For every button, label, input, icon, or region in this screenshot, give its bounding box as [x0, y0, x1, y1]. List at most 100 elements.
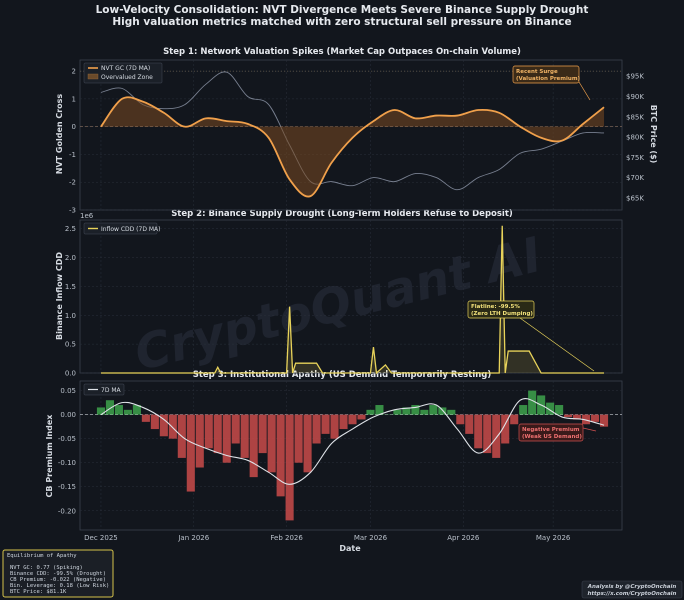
panel1-ylabel: NVT Golden Cross — [55, 94, 64, 175]
cb-bar-negative — [240, 414, 249, 458]
cb-bar-negative — [348, 414, 357, 425]
panel1-ytick-label: -1 — [69, 151, 76, 159]
cb-bar-negative — [150, 414, 159, 430]
info-box-title: Equilibrium of Apathy — [7, 553, 77, 559]
cb-bar-positive — [105, 400, 114, 415]
cb-bar-positive — [438, 407, 447, 415]
legend-overvalued-label: Overvalued Zone — [101, 74, 153, 81]
cb-bar-negative — [582, 414, 591, 425]
info-line-nvt: NVT GC: 0.77 (Spiking) — [10, 565, 83, 571]
panel1-ytick-label: 1 — [72, 95, 76, 103]
legend-7dma-label: 7D MA — [101, 387, 122, 394]
annotation-recent-surge-line2: (Valuation Premium) — [516, 76, 581, 82]
panel3-ytick-label: 0.05 — [60, 387, 76, 395]
cdd-line — [100, 225, 605, 375]
cb-bar-positive — [519, 405, 528, 415]
panel3-frame — [79, 380, 623, 531]
panel3-ytick-label: -0.05 — [58, 435, 76, 443]
panel1-ytick-label: 2 — [72, 68, 76, 76]
legend-nvt-label: NVT GC (7D MA) — [101, 65, 150, 72]
cb-bar-positive — [420, 409, 429, 415]
cb-bar-negative — [330, 414, 339, 439]
annotation-recent-surge: Recent Surge (Valuation Premium) — [512, 65, 591, 101]
panel3-xlabel: Date — [339, 544, 361, 553]
cb-bar-positive — [402, 407, 411, 415]
cb-bar-negative — [312, 414, 321, 444]
panel2-ytick-label: 1.0 — [65, 312, 76, 320]
cb-bar-positive — [447, 409, 456, 415]
cb-bar-negative — [141, 414, 150, 422]
nvt-area — [100, 97, 605, 197]
cb-bar-positive — [555, 405, 564, 415]
panel3-ytick-label: 0.00 — [60, 411, 76, 419]
panel1-grid: -3 -2 -1 0 1 2 $65K $70K $75K $80K $85K $90K $95K — [69, 60, 644, 215]
cb-bar-negative — [159, 414, 168, 437]
panel1-ytick-label: -3 — [69, 207, 76, 215]
info-box: Equilibrium of Apathy NVT GC: 0.77 (Spik… — [2, 549, 114, 598]
cb-bar-negative — [195, 414, 204, 468]
cb-bar-negative — [258, 414, 267, 454]
annotation-recent-surge-arrow — [578, 81, 591, 101]
panel1-ytick-label: -2 — [69, 179, 76, 187]
annotation-flatline-line2: (Zero LTH Dumping) — [471, 311, 533, 317]
cb-bar-negative — [591, 414, 600, 422]
cb-bar-positive — [411, 405, 420, 415]
panel1-y2tick-label: $70K — [626, 174, 644, 182]
cb-bar-positive — [393, 409, 402, 415]
panel3-xtick-label: Mar 2026 — [354, 534, 388, 542]
credit-box: Analysis by @CryptoOnchain https://x.com… — [581, 580, 683, 599]
cb-bar-negative — [564, 414, 573, 418]
panel3-ytick-label: -0.15 — [58, 483, 76, 491]
panel1-title: Step 1: Network Valuation Spikes (Market… — [163, 47, 521, 57]
panel2-ylabel: Binance Inflow CDD — [55, 252, 64, 340]
panel3-legend: 7D MA — [83, 383, 125, 396]
panel3-xtick-label: Feb 2026 — [270, 534, 303, 542]
panel1-y2tick-label: $75K — [626, 154, 644, 162]
annotation-negative-premium-arrow — [582, 427, 597, 432]
panel2-ytick-label: 0.0 — [65, 370, 76, 378]
figure-subtitle: High valuation metrics matched with zero… — [112, 16, 571, 28]
panel2-yscale-label: 1e6 — [80, 212, 94, 220]
cb-bar-negative — [231, 414, 240, 444]
cb-bar-positive — [123, 409, 132, 415]
cb-bar-negative — [276, 414, 285, 497]
panel1-y2label: BTC Price ($) — [649, 105, 658, 164]
info-line-cdd: Binance CDD: -99.5% (Drought) — [10, 571, 106, 577]
cb-bar-negative — [483, 414, 492, 454]
panel1-y2tick-label: $65K — [626, 194, 644, 202]
btc-price-line — [100, 71, 605, 191]
cb-bar-negative — [285, 414, 294, 521]
info-line-btc: BTC Price: $81.1K — [10, 589, 67, 595]
legend-overvalued-swatch — [87, 73, 99, 80]
panel1-frame — [79, 59, 623, 211]
panel3-xtick-label: Dec 2025 — [84, 534, 118, 542]
panel2-ytick-label: 0.5 — [65, 341, 76, 349]
cb-bar-negative — [573, 414, 582, 420]
annotation-flatline: Flatline: -99.5% (Zero LTH Dumping) — [467, 300, 595, 372]
cb-bar-negative — [501, 414, 510, 444]
panel2-ytick-label: 1.5 — [65, 283, 76, 291]
figure-title: Low-Velocity Consolidation: NVT Divergen… — [96, 4, 589, 16]
panel2-grid: 0.0 0.5 1.0 1.5 2.0 2.5 — [65, 220, 622, 378]
cb-bar-positive — [132, 405, 141, 415]
cb-bar-negative — [357, 414, 366, 420]
cb-bar-negative — [474, 414, 483, 449]
panel3-ylabel: CB Premium Index — [45, 414, 54, 498]
cb-bar-negative — [492, 414, 501, 458]
cb-bar-negative — [339, 414, 348, 430]
panel2-ytick-label: 2.5 — [65, 225, 76, 233]
cb-bar-negative — [222, 414, 231, 463]
info-line-leverage: Bin. Leverage: 0.18 (Low Risk) — [10, 583, 109, 589]
credit-line-2: https://x.com/CryptoOnchain — [588, 591, 677, 597]
panel1-marks — [100, 71, 605, 198]
panel3-xtick-label: May 2026 — [536, 534, 571, 542]
cb-bar-negative — [456, 414, 465, 425]
panel1-ytick-label: 0 — [72, 123, 76, 131]
cb-bar-negative — [267, 414, 276, 473]
cb-bar-negative — [303, 414, 312, 473]
cb-bar-negative — [213, 414, 222, 454]
panel3-ytick-label: -0.20 — [58, 507, 76, 515]
cb-bar-negative — [599, 414, 609, 427]
